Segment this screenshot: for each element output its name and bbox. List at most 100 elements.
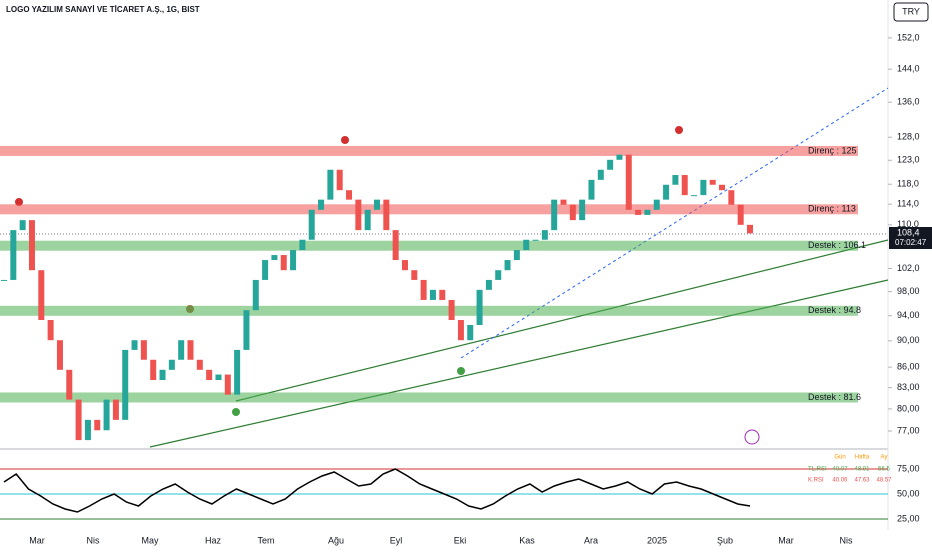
- y-tick-label: 86,00: [897, 361, 920, 371]
- candle: [551, 199, 558, 231]
- x-tick-label: Mar: [29, 535, 45, 545]
- table-cell: TL.RSI: [808, 467, 827, 473]
- x-tick-label: Nis: [840, 535, 853, 545]
- candle: [318, 199, 325, 210]
- candle: [1, 279, 7, 281]
- x-tick-label: Eki: [454, 535, 467, 545]
- candle: [597, 169, 604, 180]
- x-tick-label: 2025: [647, 535, 667, 545]
- candle: [541, 230, 548, 240]
- candle: [28, 220, 35, 271]
- x-tick-label: Nis: [87, 535, 100, 545]
- candle: [672, 175, 679, 185]
- candle: [532, 239, 539, 241]
- candle: [84, 419, 91, 441]
- candle: [75, 399, 82, 441]
- y-tick-label: 94,00: [897, 310, 920, 320]
- candle: [560, 199, 567, 205]
- currency-button[interactable]: [893, 2, 929, 22]
- candle: [448, 299, 455, 321]
- y-tick-label: 118,0: [897, 179, 919, 189]
- candle: [420, 279, 427, 300]
- candle: [308, 209, 315, 240]
- pivot: [15, 198, 23, 206]
- candle: [374, 199, 380, 210]
- candle: [457, 320, 464, 341]
- candle: [439, 289, 446, 300]
- alert-icon[interactable]: [744, 429, 760, 445]
- candle: [336, 169, 343, 191]
- candle: [681, 175, 688, 196]
- zone: [0, 204, 858, 215]
- table-header: Ay: [881, 455, 888, 461]
- candle: [346, 190, 353, 200]
- candle: [401, 260, 408, 271]
- pivot: [232, 408, 240, 416]
- candle: [747, 224, 753, 234]
- candle: [56, 340, 63, 370]
- candle: [625, 154, 632, 210]
- candle: [728, 190, 735, 205]
- candle: [206, 369, 213, 381]
- y-tick-label: 128,0: [897, 132, 920, 142]
- zone-label: Destek : 81.6: [808, 392, 861, 402]
- rsi-line: [3, 468, 751, 513]
- x-tick-label: Ağu: [328, 535, 344, 545]
- candle: [737, 204, 744, 225]
- table-cell: 56.5: [878, 467, 890, 473]
- y-tick-label: 110,0: [897, 219, 919, 229]
- candle: [495, 270, 502, 280]
- candle: [467, 325, 474, 341]
- pivot: [675, 126, 683, 134]
- table-cell: 48.91: [854, 467, 870, 473]
- candle: [504, 260, 511, 271]
- candle: [709, 179, 716, 185]
- candle: [262, 260, 269, 280]
- candle: [112, 399, 119, 420]
- x-tick-label: Mar: [778, 535, 794, 545]
- y-tick-label: 80,00: [897, 403, 920, 413]
- candle: [187, 340, 194, 360]
- candle: [178, 340, 185, 360]
- candle: [140, 340, 147, 360]
- candle: [66, 369, 73, 400]
- candle: [38, 270, 45, 321]
- price-tag: [889, 227, 932, 249]
- candle: [243, 310, 250, 350]
- y-tick-label: 98,00: [897, 286, 920, 296]
- candle: [47, 320, 54, 341]
- currency: TRY: [902, 6, 920, 16]
- candle: [607, 159, 614, 170]
- candle: [719, 184, 726, 191]
- table-cell: K.RSI: [808, 478, 824, 484]
- candle: [700, 179, 707, 196]
- zone-label: Destek : 94.8: [808, 305, 861, 315]
- table-cell: 48.57: [876, 478, 892, 484]
- zone: [0, 392, 858, 403]
- candle: [513, 250, 520, 261]
- x-tick-label: May: [141, 535, 159, 545]
- x-tick-label: Tem: [257, 535, 274, 545]
- y-tick-label: 152,0: [897, 32, 920, 42]
- pivot: [341, 136, 349, 144]
- y-tick-label: 90,00: [897, 335, 920, 345]
- candle: [224, 374, 231, 395]
- candle: [103, 399, 110, 431]
- table-header: Gün: [834, 455, 845, 461]
- candle: [644, 209, 651, 215]
- y-tick-label: 25,00: [897, 513, 920, 523]
- candle: [252, 279, 259, 311]
- candle: [691, 195, 698, 197]
- table-cell: 47.63: [854, 478, 870, 484]
- candle: [150, 359, 157, 381]
- trendline: [235, 239, 889, 402]
- candle: [663, 184, 670, 200]
- pivot: [457, 367, 465, 375]
- zone: [0, 240, 858, 251]
- candle: [383, 199, 390, 231]
- x-tick-label: Haz: [205, 535, 222, 545]
- candle: [234, 349, 241, 395]
- candle: [131, 340, 138, 350]
